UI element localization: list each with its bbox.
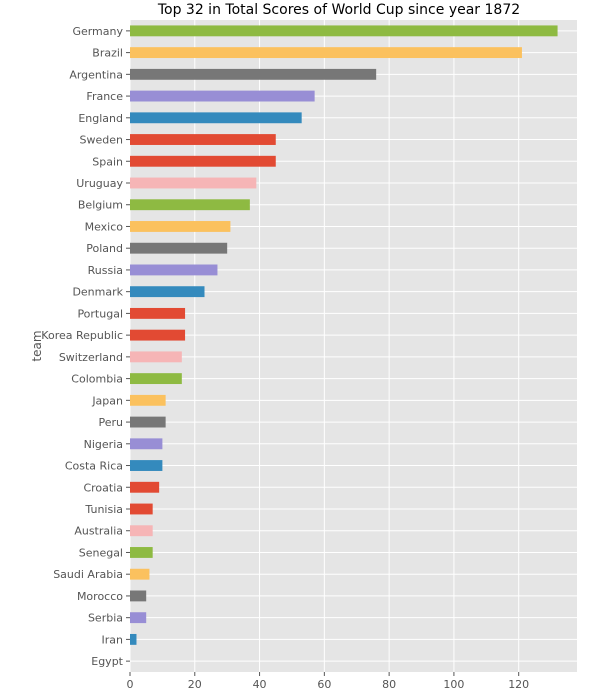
y-tick-label: Japan — [91, 394, 123, 407]
y-tick-label: Australia — [74, 525, 123, 538]
y-tick-label: Switzerland — [59, 351, 123, 364]
x-tick-label: 20 — [188, 678, 202, 691]
bar-sweden — [130, 134, 276, 145]
bar-denmark — [130, 286, 205, 298]
bar-spain — [130, 155, 276, 167]
x-tick-label: 120 — [508, 678, 529, 691]
y-tick-label: Uruguay — [76, 177, 123, 190]
bar-serbia — [130, 612, 147, 624]
y-tick-label: Egypt — [91, 655, 123, 668]
y-tick-label: France — [86, 90, 123, 103]
bars — [130, 25, 558, 645]
bar-nigeria — [130, 438, 163, 450]
y-tick-label: Iran — [102, 633, 124, 646]
x-tick-label: 60 — [317, 678, 331, 691]
x-axis-ticks: 0 20 40 60 80 100 120 — [127, 672, 529, 691]
y-tick-label: Peru — [98, 416, 123, 429]
y-axis-label: team — [30, 330, 44, 361]
bar-croatia — [130, 481, 160, 493]
x-tick-label: 40 — [253, 678, 267, 691]
bar-peru — [130, 416, 166, 428]
y-tick-label: Germany — [72, 25, 123, 38]
bar-argentina — [130, 68, 377, 80]
x-tick-label: 100 — [443, 678, 464, 691]
y-tick-label: Spain — [92, 155, 123, 168]
bar-poland — [130, 242, 228, 254]
y-tick-label: England — [78, 112, 123, 125]
bar-france — [130, 90, 315, 102]
bar-england — [130, 112, 302, 124]
y-tick-label: Belgium — [78, 199, 123, 212]
y-tick-label: Senegal — [79, 546, 123, 559]
y-tick-label: Colombia — [71, 373, 123, 386]
bar-brazil — [130, 47, 522, 59]
plot-background — [130, 20, 577, 672]
chart-title: Top 32 in Total Scores of World Cup sinc… — [157, 2, 520, 18]
bar-morocco — [130, 590, 147, 602]
y-tick-label: Croatia — [83, 481, 123, 494]
y-tick-label: Sweden — [80, 134, 123, 147]
y-tick-label: Saudi Arabia — [53, 568, 123, 581]
y-tick-label: Korea Republic — [41, 329, 123, 342]
x-tick-label: 0 — [127, 678, 134, 691]
bar-germany — [130, 25, 558, 37]
y-tick-label: Denmark — [72, 286, 123, 299]
bar-russia — [130, 264, 218, 276]
y-tick-label: Tunisia — [84, 503, 123, 516]
y-tick-label: Poland — [86, 242, 123, 255]
y-tick-label: Mexico — [85, 220, 124, 233]
bar-iran — [130, 633, 137, 645]
y-tick-label: Portugal — [77, 307, 123, 320]
y-tick-label: Costa Rica — [65, 460, 123, 473]
bar-saudi-arabia — [130, 568, 150, 580]
bar-uruguay — [130, 177, 257, 189]
bar-senegal — [130, 547, 153, 558]
y-tick-label: Russia — [88, 264, 123, 277]
bar-tunisia — [130, 503, 153, 515]
bar-switzerland — [130, 351, 182, 363]
bar-portugal — [130, 307, 186, 319]
bar-belgium — [130, 199, 250, 211]
y-tick-label: Serbia — [88, 612, 123, 625]
y-tick-label: Nigeria — [84, 438, 123, 451]
bar-korea-republic — [130, 329, 186, 341]
bar-costa-rica — [130, 460, 163, 471]
y-tick-label: Brazil — [92, 47, 123, 60]
bar-mexico — [130, 221, 231, 232]
bar-colombia — [130, 373, 182, 385]
y-tick-label: Morocco — [77, 590, 123, 603]
bar-australia — [130, 525, 153, 537]
y-axis-ticks: Germany Brazil Argentina France England Swede… — [41, 25, 130, 668]
bar-japan — [130, 394, 166, 406]
y-tick-label: Argentina — [69, 68, 123, 81]
x-tick-label: 80 — [382, 678, 396, 691]
